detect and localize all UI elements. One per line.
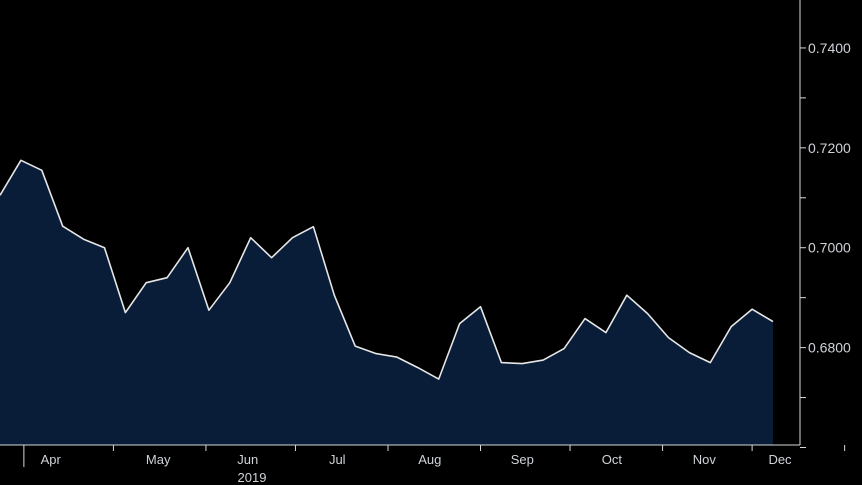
x-tick-label: May (146, 452, 171, 467)
x-tick-label: Dec (768, 452, 792, 467)
y-tick-label: 0.7000 (808, 240, 851, 256)
y-tick-label: 0.7400 (808, 40, 851, 56)
series-line (0, 159, 774, 380)
x-tick-label: Nov (693, 452, 717, 467)
x-tick-label: Aug (418, 452, 441, 467)
year-label: 2019 (238, 470, 267, 485)
x-tick-label: Sep (511, 452, 534, 467)
x-tick-label: Oct (602, 452, 623, 467)
y-tick-label: 0.6800 (808, 340, 851, 356)
y-tick-label: 0.7200 (808, 140, 851, 156)
x-tick-label: Jul (329, 452, 346, 467)
x-tick-label: Jun (237, 452, 258, 467)
x-axis-ticks: Apr May Jun Jul Aug Sep Oct Nov Dec (23, 445, 846, 467)
y-axis-ticks: 0.6800 0.7000 0.7200 0.7400 (800, 40, 851, 448)
series-area (0, 160, 773, 446)
x-tick-label: Apr (41, 452, 62, 467)
